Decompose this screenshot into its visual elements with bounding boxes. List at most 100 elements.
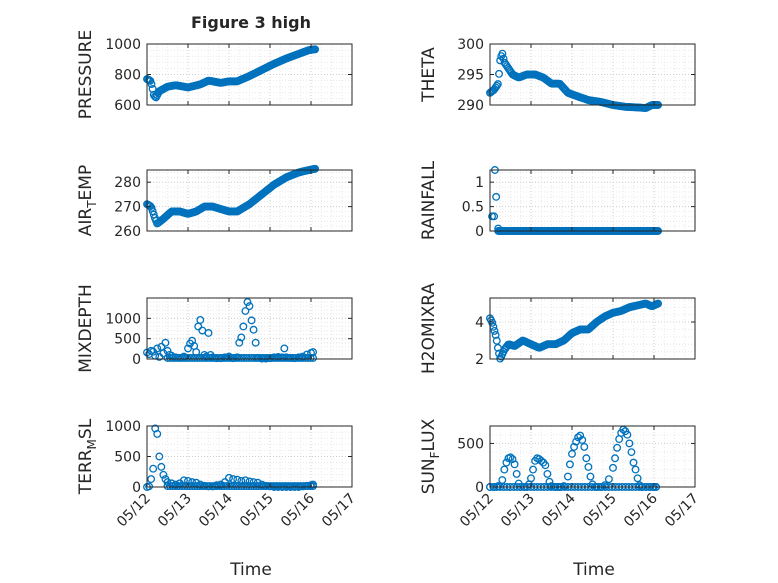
data-point (205, 354, 214, 362)
data-point (227, 354, 236, 362)
data-point (230, 354, 239, 362)
data-markers (143, 164, 320, 228)
data-point (311, 164, 320, 173)
data-point (183, 482, 192, 491)
data-point (306, 482, 315, 491)
data-point (633, 474, 642, 483)
subplot-1: 600 800 1000 PRESSURE (76, 30, 353, 119)
data-point (237, 354, 246, 362)
y-tick-label: 1 (475, 175, 484, 191)
data-point (609, 463, 617, 472)
data-point (502, 458, 511, 467)
data-point (611, 454, 619, 463)
data-point (237, 333, 246, 342)
data-point (576, 431, 585, 440)
data-point (492, 81, 501, 90)
data-point (161, 338, 170, 347)
data-point (217, 482, 226, 491)
y-tick-label: 500 (457, 436, 484, 452)
data-point (242, 354, 251, 362)
data-point (267, 354, 276, 362)
data-point (178, 354, 187, 362)
y-tick-label: 260 (114, 224, 141, 240)
data-point (188, 354, 197, 362)
data-point (629, 458, 638, 467)
data-point (262, 482, 271, 491)
data-point (277, 482, 285, 491)
data-point (586, 472, 595, 481)
data-point (168, 482, 177, 491)
x-tick-label: 05/17 (319, 491, 359, 531)
data-point (488, 318, 497, 327)
data-point (291, 482, 300, 491)
data-point (274, 482, 283, 491)
y-tick-label: 2 (475, 352, 484, 368)
data-point (220, 482, 229, 491)
data-point (215, 354, 224, 362)
y-axis-label: SUNFLUX (419, 418, 442, 494)
data-point (291, 354, 300, 362)
data-point (267, 482, 276, 491)
y-tick-label: 600 (114, 98, 141, 114)
data-point (492, 192, 501, 201)
y-tick-label: 4 (475, 315, 484, 331)
subplot-5: 0 500 1000 MIXDEPTH (76, 284, 353, 373)
data-point (249, 325, 258, 334)
data-point (252, 354, 261, 362)
data-point (232, 482, 241, 491)
data-point (175, 354, 184, 362)
data-point (225, 482, 234, 491)
data-point (286, 354, 295, 362)
data-point (157, 462, 166, 471)
subplot-7: 0 500 1000 05/12 05/13 05/14 05/15 05/16 05/17 TE… (76, 418, 359, 530)
data-point (257, 354, 266, 362)
data-point (173, 354, 182, 362)
y-axis-label: AIRTEMP (76, 165, 99, 236)
y-tick-label: 0.5 (462, 200, 484, 216)
data-point (170, 354, 179, 362)
data-point (654, 299, 663, 308)
subplot-4: 0 0.5 1 RAINFALL (419, 160, 696, 240)
data-point (188, 478, 197, 487)
data-point (193, 482, 202, 491)
data-point (568, 449, 576, 458)
data-point (244, 354, 253, 362)
data-point (506, 453, 515, 462)
data-point (148, 207, 157, 216)
data-point (301, 482, 310, 491)
data-point (241, 307, 250, 315)
figure-title: Figure 3 high (191, 13, 311, 32)
data-point (168, 354, 177, 362)
data-point (205, 482, 214, 491)
data-markers (143, 45, 320, 102)
y-tick-label: 0 (475, 480, 484, 496)
grid (489, 170, 696, 232)
data-point (239, 322, 248, 331)
data-point (195, 354, 204, 362)
data-point (190, 482, 199, 491)
x-tick-label: 05/12 (457, 491, 497, 531)
data-point (604, 475, 613, 484)
data-point (147, 203, 156, 212)
data-point (235, 482, 243, 491)
data-point (299, 482, 308, 491)
data-point (210, 482, 219, 491)
data-point (212, 482, 221, 491)
y-tick-label: 0 (475, 224, 484, 240)
data-point (240, 482, 248, 491)
data-point (212, 354, 221, 362)
data-point (512, 469, 521, 478)
data-point (492, 336, 501, 345)
data-point (306, 354, 315, 362)
data-point (195, 482, 204, 491)
data-point (147, 475, 156, 484)
y-axis-label: PRESSURE (76, 30, 96, 119)
data-point (247, 482, 256, 491)
y-tick-label: 0 (132, 480, 141, 496)
data-point (309, 354, 317, 362)
data-point (215, 482, 224, 491)
y-tick-label: 270 (114, 200, 141, 216)
y-axis-label: THETA (419, 47, 439, 103)
data-point (217, 354, 226, 362)
data-point (491, 331, 500, 339)
